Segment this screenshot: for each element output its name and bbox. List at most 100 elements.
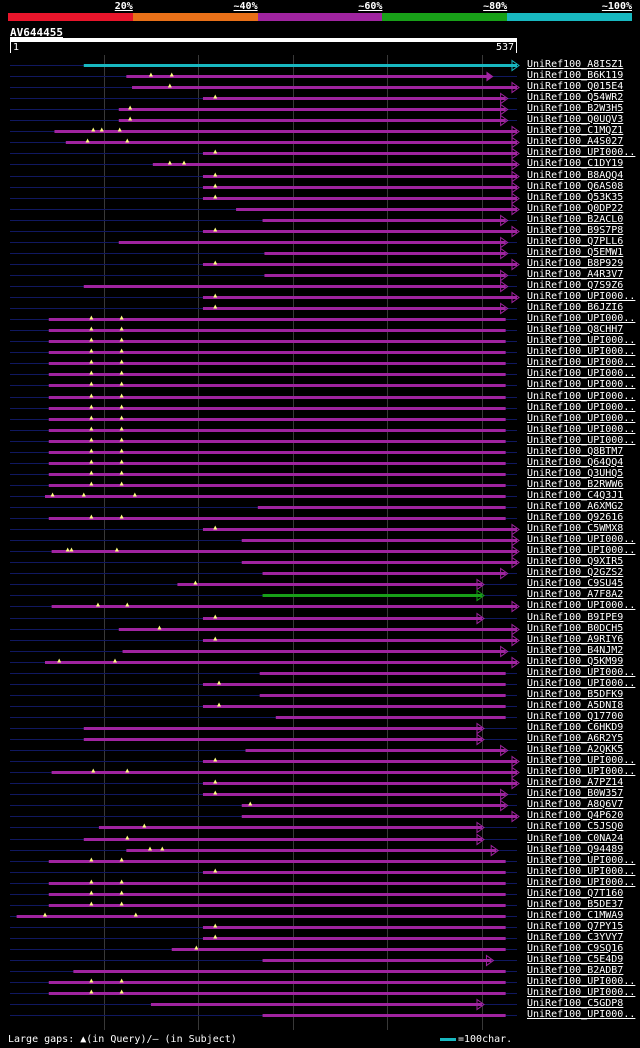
hit-row[interactable]	[10, 755, 520, 768]
hit-label[interactable]: UniRef100_Q5EMW1	[527, 246, 624, 258]
hit-label[interactable]: UniRef100_A2QKK5	[527, 743, 624, 755]
hit-label[interactable]: UniRef100_Q7T160	[527, 887, 624, 899]
hit-row[interactable]	[10, 567, 517, 580]
hit-row[interactable]	[10, 225, 520, 238]
hit-row[interactable]	[10, 136, 520, 149]
hit-row[interactable]	[10, 868, 517, 874]
hit-label[interactable]: UniRef100_Q92616	[527, 511, 624, 523]
hit-label[interactable]: UniRef100_A9RIY6	[527, 633, 624, 645]
hit-row[interactable]	[10, 280, 517, 293]
hit-row[interactable]	[10, 459, 517, 465]
hit-row[interactable]	[10, 291, 520, 304]
hit-row[interactable]	[10, 426, 517, 432]
hit-label[interactable]: UniRef100_UPI000..	[527, 434, 636, 446]
hit-label[interactable]: UniRef100_C9SQ16	[527, 942, 624, 954]
hit-label[interactable]: UniRef100_Q9XIR5	[527, 555, 624, 567]
hit-row[interactable]	[10, 236, 517, 249]
hit-label[interactable]: UniRef100_A8ISZ1	[527, 58, 624, 70]
hit-label[interactable]: UniRef100_C1MWA9	[527, 909, 624, 921]
hit-label[interactable]: UniRef100_Q53K35	[527, 191, 624, 203]
hit-row[interactable]	[10, 645, 517, 658]
hit-row[interactable]	[10, 545, 520, 558]
hit-row[interactable]	[10, 612, 517, 625]
hit-row[interactable]	[10, 92, 517, 105]
hit-row[interactable]	[10, 258, 520, 271]
hit-row[interactable]	[10, 370, 517, 376]
hit-row[interactable]	[10, 71, 517, 82]
hit-label[interactable]: UniRef100_UPI000..	[527, 765, 636, 777]
hit-row[interactable]	[10, 589, 517, 602]
hit-row[interactable]	[10, 600, 520, 613]
hit-row[interactable]	[10, 326, 517, 332]
hit-row[interactable]	[10, 578, 517, 591]
hit-row[interactable]	[10, 945, 517, 951]
hit-label[interactable]: UniRef100_B0W357	[527, 787, 624, 799]
hit-row[interactable]	[10, 114, 517, 127]
hit-label[interactable]: UniRef100_A4S027	[527, 135, 624, 147]
hit-row[interactable]	[10, 998, 517, 1011]
hit-row[interactable]	[10, 269, 517, 282]
hit-label[interactable]: UniRef100_UPI000..	[527, 312, 636, 324]
hit-row[interactable]	[10, 315, 517, 321]
hit-label[interactable]: UniRef100_UPI000..	[527, 290, 636, 302]
hit-row[interactable]	[10, 170, 520, 183]
hit-label[interactable]: UniRef100_B6JZI6	[527, 301, 624, 313]
hit-row[interactable]	[10, 844, 517, 857]
hit-label[interactable]: UniRef100_UPI000..	[527, 423, 636, 435]
hit-label[interactable]: UniRef100_UPI000..	[527, 854, 636, 866]
hit-label[interactable]: UniRef100_Q7S9Z6	[527, 279, 624, 291]
hit-label[interactable]: UniRef100_UPI000..	[527, 367, 636, 379]
hit-label[interactable]: UniRef100_B6K119	[527, 69, 624, 81]
hit-label[interactable]: UniRef100_UPI000..	[527, 378, 636, 390]
hit-label[interactable]: UniRef100_B2RWW6	[527, 478, 624, 490]
hit-label[interactable]: UniRef100_C4Q3J1	[527, 489, 624, 501]
hit-label[interactable]: UniRef100_C1DY19	[527, 157, 624, 169]
hit-label[interactable]: UniRef100_Q6AS08	[527, 180, 624, 192]
hit-row[interactable]	[10, 702, 517, 708]
hit-label[interactable]: UniRef100_B9S7P8	[527, 224, 624, 236]
hit-row[interactable]	[10, 656, 520, 669]
hit-label[interactable]: UniRef100_UPI000..	[527, 412, 636, 424]
hit-label[interactable]: UniRef100_Q94489	[527, 843, 624, 855]
hit-row[interactable]	[10, 348, 517, 354]
hit-row[interactable]	[10, 492, 517, 498]
hit-row[interactable]	[10, 821, 517, 834]
hit-label[interactable]: UniRef100_UPI000..	[527, 876, 636, 888]
hit-label[interactable]: UniRef100_UPI000..	[527, 401, 636, 413]
hit-row[interactable]	[10, 393, 517, 399]
hit-label[interactable]: UniRef100_Q54WR2	[527, 91, 624, 103]
hit-label[interactable]: UniRef100_Q3UHQ5	[527, 467, 624, 479]
hit-row[interactable]	[10, 744, 517, 757]
hit-row[interactable]	[10, 857, 517, 863]
hit-row[interactable]	[10, 125, 520, 138]
hit-row[interactable]	[10, 623, 520, 636]
hit-label[interactable]: UniRef100_UPI000..	[527, 356, 636, 368]
hit-label[interactable]: UniRef100_A7F8A2	[527, 588, 624, 600]
hit-label[interactable]: UniRef100_UPI000..	[527, 544, 636, 556]
hit-label[interactable]: UniRef100_C9SU45	[527, 577, 624, 589]
hit-row[interactable]	[10, 337, 517, 343]
hit-row[interactable]	[10, 302, 517, 315]
hit-row[interactable]	[10, 901, 517, 907]
hit-label[interactable]: UniRef100_B5DE37	[527, 898, 624, 910]
hit-row[interactable]	[10, 523, 520, 536]
hit-row[interactable]	[10, 481, 517, 487]
hit-label[interactable]: UniRef100_C1MQZ1	[527, 124, 624, 136]
hit-label[interactable]: UniRef100_UPI000..	[527, 666, 636, 678]
hit-label[interactable]: UniRef100_Q0UQV3	[527, 113, 624, 125]
hit-row[interactable]	[10, 634, 520, 647]
hit-label[interactable]: UniRef100_A5DNI8	[527, 699, 624, 711]
hit-row[interactable]	[10, 879, 517, 885]
hit-label[interactable]: UniRef100_UPI000..	[527, 390, 636, 402]
hit-row[interactable]	[10, 381, 517, 387]
hit-row[interactable]	[10, 733, 517, 746]
hit-label[interactable]: UniRef100_A7PZ14	[527, 776, 624, 788]
hit-row[interactable]	[10, 359, 517, 365]
hit-row[interactable]	[10, 799, 517, 812]
hit-label[interactable]: UniRef100_UPI000..	[527, 533, 636, 545]
hit-label[interactable]: UniRef100_C3YVY7	[527, 931, 624, 943]
hit-label[interactable]: UniRef100_Q7PLL6	[527, 235, 624, 247]
hit-label[interactable]: UniRef100_A6R2Y5	[527, 732, 624, 744]
hit-label[interactable]: UniRef100_UPI000..	[527, 975, 636, 987]
hit-row[interactable]	[10, 912, 517, 918]
